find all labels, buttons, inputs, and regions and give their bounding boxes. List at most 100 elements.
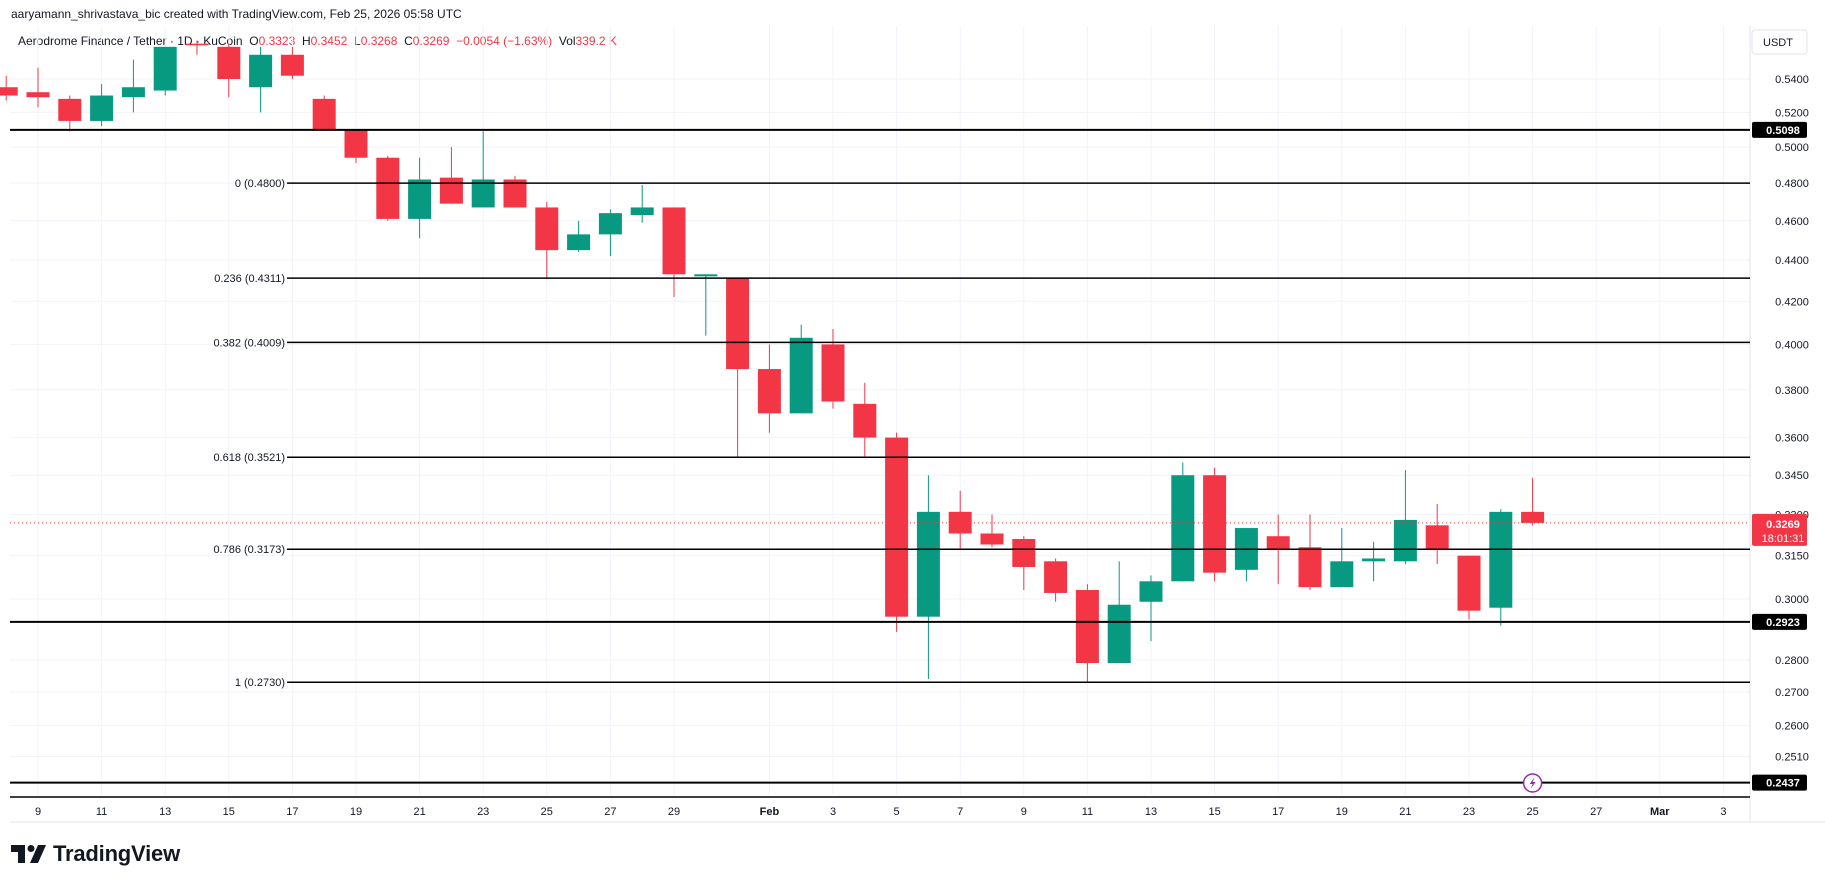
candle-up[interactable] (1107, 561, 1131, 664)
candle-down[interactable] (503, 175, 527, 208)
candle-body (503, 179, 527, 208)
level-price-tag (1752, 613, 1807, 630)
tradingview-logo[interactable]: TradingView (11, 841, 180, 867)
candle-body (1298, 547, 1322, 588)
candle-up[interactable] (789, 324, 813, 414)
candle-body (1171, 475, 1195, 582)
candle-down[interactable] (1012, 536, 1036, 591)
candle-down[interactable] (1075, 584, 1099, 683)
candle-body (535, 207, 559, 251)
candle-up[interactable] (1330, 528, 1354, 588)
candle-down[interactable] (980, 514, 1004, 548)
candle-up[interactable] (1139, 575, 1163, 642)
candle-up[interactable] (153, 46, 177, 96)
time-axis-label: 25 (541, 806, 553, 818)
candle-down[interactable] (885, 432, 909, 632)
candle-down[interactable] (1203, 467, 1227, 582)
time-axis-label: 9 (1021, 806, 1027, 818)
candle-down[interactable] (1457, 555, 1481, 620)
candle-up[interactable] (1171, 462, 1195, 582)
time-axis-label: 29 (668, 806, 680, 818)
candle-body (153, 46, 177, 91)
candle-down[interactable] (662, 207, 686, 298)
candle-body (916, 511, 940, 617)
candle-down[interactable] (217, 43, 241, 98)
candle-up[interactable] (1489, 509, 1513, 626)
candle-down[interactable] (757, 344, 781, 433)
time-axis-label: 21 (1399, 806, 1411, 818)
candle-body (1457, 555, 1481, 611)
time-axis-label: 13 (1145, 806, 1157, 818)
price-axis-label: 0.4200 (1775, 296, 1809, 308)
candle-down[interactable] (344, 129, 368, 164)
candle-down[interactable] (726, 278, 750, 458)
candle-up[interactable] (567, 220, 591, 253)
candle-up[interactable] (471, 131, 495, 208)
chart-attribution: aaryamann_shrivastava_bic created with T… (11, 7, 462, 21)
candle-down[interactable] (26, 67, 50, 108)
candle-down[interactable] (1521, 477, 1545, 526)
legend-vol: 339.2 K (575, 34, 617, 48)
price-axis-label: 0.3150 (1775, 551, 1809, 563)
price-axis-label: 0.4400 (1775, 255, 1809, 267)
candle-down[interactable] (439, 147, 463, 204)
time-axis-label: 25 (1526, 806, 1538, 818)
price-axis-label: 0.2800 (1775, 655, 1809, 667)
legend-close: 0.3269 (412, 34, 450, 48)
candle-up[interactable] (1393, 470, 1417, 565)
candle-up[interactable] (408, 157, 432, 239)
price-axis-label: 0.5400 (1775, 74, 1809, 86)
candle-down[interactable] (0, 75, 18, 101)
candle-body (217, 46, 241, 79)
level-price-tag (1752, 774, 1807, 791)
legend-low-label: L (354, 34, 361, 48)
fib-level-label: 1 (0.2730) (235, 677, 285, 689)
time-axis-label: 15 (223, 806, 235, 818)
candle-down[interactable] (535, 201, 559, 279)
legend-high: 0.3452 (310, 34, 348, 48)
candle-down[interactable] (853, 382, 877, 458)
legend-change: −0.0054 (−1.63%) (456, 34, 553, 48)
candle-body (249, 54, 273, 88)
price-axis-label: 0.5000 (1775, 142, 1809, 154)
candle-body (1266, 536, 1290, 551)
time-axis-label: 27 (1590, 806, 1602, 818)
candle-down[interactable] (1298, 514, 1322, 591)
candle-body (1521, 511, 1545, 523)
candle-down[interactable] (1425, 503, 1449, 565)
legend-open-label: O (249, 34, 259, 48)
candle-down[interactable] (821, 329, 845, 409)
candle-body (853, 403, 877, 438)
tradingview-logo-icon (11, 845, 46, 863)
bar-countdown-label: 18:01:31 (1762, 533, 1805, 545)
candle-down[interactable] (58, 95, 82, 132)
price-axis-label: 0.4800 (1775, 178, 1809, 190)
time-axis-label: 11 (1082, 806, 1093, 818)
candle-body (598, 213, 622, 235)
legend-open: 0.3323 (258, 34, 296, 48)
candle-up[interactable] (598, 209, 622, 257)
candle-body (0, 87, 18, 96)
time-axis-label: 19 (350, 806, 362, 818)
legend-close-label: C (404, 34, 413, 48)
candle-body (789, 337, 813, 414)
candle-up[interactable] (121, 59, 145, 113)
candle-down[interactable] (185, 40, 209, 55)
candle-down[interactable] (376, 155, 400, 221)
candle-down[interactable] (948, 490, 972, 551)
time-axis-label: 23 (477, 806, 489, 818)
candle-up[interactable] (1234, 528, 1258, 582)
currency-label: USDT (1763, 37, 1793, 49)
candle-up[interactable] (916, 475, 940, 679)
candle-down[interactable] (312, 95, 336, 130)
candle-up[interactable] (249, 46, 273, 113)
level-price-tag (1752, 121, 1807, 138)
candle-up[interactable] (90, 83, 114, 127)
candle-up[interactable] (694, 274, 718, 336)
price-axis-label: 0.2600 (1775, 720, 1809, 732)
candle-up[interactable] (1362, 541, 1386, 582)
candle-down[interactable] (280, 46, 304, 79)
candle-up[interactable] (630, 185, 654, 223)
candle-down[interactable] (1044, 558, 1068, 602)
